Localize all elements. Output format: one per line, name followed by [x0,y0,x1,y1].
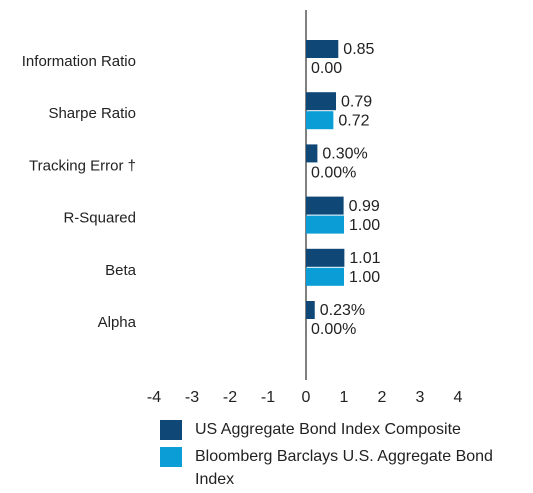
category-label: Tracking Error † [29,157,136,174]
category-label: R-Squared [63,210,136,227]
bar [306,111,334,130]
value-label: 0.00% [311,165,356,182]
bar [306,248,345,267]
value-label: 1.00 [349,269,380,286]
legend-label: US Aggregate Bond Index Composite [195,421,461,438]
x-tick-label: -3 [185,389,199,406]
legend-item: US Aggregate Bond Index Composite [160,418,530,441]
x-tick-label: -2 [223,389,237,406]
legend-label: Bloomberg Barclays U.S. Aggregate Bond I… [195,448,493,488]
value-label: 1.00 [349,217,380,234]
value-label: 0.72 [338,112,369,129]
value-label: 0.99 [349,198,380,215]
category-label: Sharpe Ratio [48,105,136,122]
category-label: Alpha [98,314,137,331]
value-label: 1.01 [349,250,380,267]
category-label: Beta [105,262,137,279]
value-label: 0.79 [341,93,372,110]
x-tick-label: 2 [378,389,387,406]
bar [306,40,339,58]
value-label: 0.00% [311,321,356,338]
legend-item: Bloomberg Barclays U.S. Aggregate Bond I… [160,445,530,491]
bar [306,301,315,319]
value-label: 0.30% [322,146,367,163]
legend-swatch [160,420,182,440]
x-tick-label: 3 [416,389,425,406]
x-tick-label: 4 [454,389,463,406]
bar [306,144,318,163]
x-tick-label: -1 [261,389,275,406]
value-label: 0.23% [320,302,365,319]
x-tick-label: 1 [340,389,349,406]
x-tick-label: -4 [147,389,161,406]
plot: -4 -3 -2 -1 0 1 2 3 4 Information Ratio 0.850.00 Sh… [22,10,463,406]
value-label: 0.00 [311,60,342,77]
legend: US Aggregate Bond Index Composite Bloombe… [160,418,530,493]
bar [306,267,344,286]
bar [306,196,344,215]
legend-swatch [160,447,182,467]
x-tick-label: 0 [302,389,311,406]
category-label: Information Ratio [22,53,136,70]
bar [306,92,337,111]
bar [306,215,344,234]
value-label: 0.85 [343,41,374,58]
